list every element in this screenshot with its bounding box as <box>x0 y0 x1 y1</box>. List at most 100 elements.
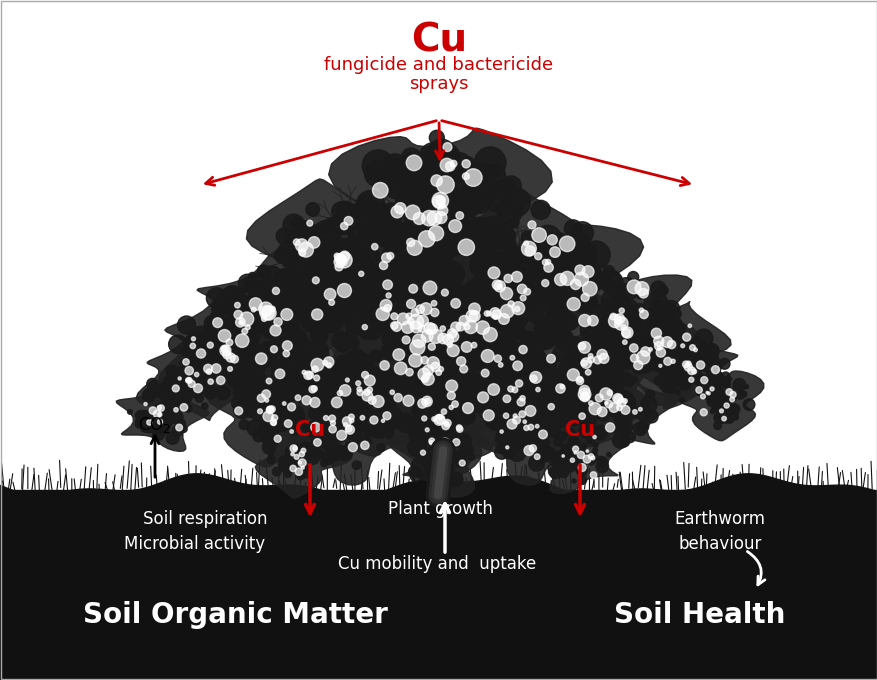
Circle shape <box>499 430 503 433</box>
Circle shape <box>386 166 401 181</box>
Circle shape <box>681 364 695 379</box>
Circle shape <box>326 409 341 424</box>
Circle shape <box>403 373 417 388</box>
Circle shape <box>607 398 622 413</box>
Circle shape <box>492 222 513 243</box>
Circle shape <box>579 389 593 403</box>
Circle shape <box>714 390 725 401</box>
Circle shape <box>262 309 278 324</box>
Circle shape <box>634 405 650 420</box>
Circle shape <box>529 420 534 426</box>
Circle shape <box>716 398 724 406</box>
Circle shape <box>278 460 290 472</box>
Circle shape <box>448 190 462 205</box>
Circle shape <box>543 262 553 272</box>
Circle shape <box>445 473 451 480</box>
Circle shape <box>326 270 349 292</box>
Circle shape <box>441 289 448 296</box>
Circle shape <box>575 367 582 374</box>
Circle shape <box>144 388 154 398</box>
Circle shape <box>297 379 319 401</box>
Circle shape <box>347 338 359 349</box>
Circle shape <box>439 312 459 333</box>
Circle shape <box>432 237 444 248</box>
Circle shape <box>721 416 725 421</box>
Circle shape <box>463 233 489 258</box>
Circle shape <box>631 348 650 367</box>
Circle shape <box>443 420 451 427</box>
Circle shape <box>187 356 198 367</box>
Polygon shape <box>416 256 589 395</box>
Circle shape <box>203 364 212 373</box>
Circle shape <box>406 239 414 246</box>
Circle shape <box>692 357 707 372</box>
Circle shape <box>584 296 597 310</box>
Circle shape <box>430 326 440 337</box>
Circle shape <box>331 402 349 421</box>
Circle shape <box>310 327 327 344</box>
Circle shape <box>588 392 595 398</box>
Circle shape <box>411 459 423 470</box>
Circle shape <box>334 253 339 259</box>
Circle shape <box>581 294 588 301</box>
Circle shape <box>632 422 646 435</box>
Circle shape <box>376 385 388 396</box>
Circle shape <box>375 291 390 305</box>
Circle shape <box>268 453 274 458</box>
Circle shape <box>575 380 590 395</box>
Circle shape <box>377 421 393 437</box>
Circle shape <box>663 358 671 365</box>
Circle shape <box>510 421 524 436</box>
Circle shape <box>324 360 338 374</box>
Circle shape <box>445 360 455 371</box>
Circle shape <box>521 241 536 256</box>
Circle shape <box>238 373 245 380</box>
Circle shape <box>288 230 303 246</box>
Circle shape <box>275 339 284 347</box>
Circle shape <box>532 415 540 423</box>
Circle shape <box>283 332 303 352</box>
Circle shape <box>442 335 453 345</box>
Circle shape <box>612 388 624 399</box>
Circle shape <box>390 309 399 317</box>
Circle shape <box>693 348 696 352</box>
Circle shape <box>212 304 226 318</box>
Circle shape <box>383 428 393 438</box>
Circle shape <box>624 318 647 340</box>
Circle shape <box>530 380 544 394</box>
Circle shape <box>536 249 549 262</box>
Circle shape <box>241 328 247 334</box>
Circle shape <box>436 415 442 421</box>
Circle shape <box>238 274 256 292</box>
Circle shape <box>453 420 463 430</box>
Circle shape <box>418 208 446 235</box>
Circle shape <box>636 342 645 352</box>
Circle shape <box>524 426 537 439</box>
Circle shape <box>264 403 277 417</box>
Circle shape <box>486 311 490 316</box>
Text: Microbial activity: Microbial activity <box>125 535 265 553</box>
Circle shape <box>441 399 456 414</box>
Circle shape <box>629 344 638 352</box>
Circle shape <box>590 456 594 460</box>
Circle shape <box>333 416 349 431</box>
Circle shape <box>651 328 660 339</box>
Circle shape <box>320 371 337 388</box>
Circle shape <box>323 218 340 235</box>
Circle shape <box>410 321 422 333</box>
Circle shape <box>678 378 690 390</box>
Circle shape <box>481 302 510 330</box>
Circle shape <box>274 288 285 299</box>
Circle shape <box>573 374 586 387</box>
Circle shape <box>430 447 436 454</box>
Circle shape <box>622 404 637 418</box>
Circle shape <box>473 322 497 346</box>
Circle shape <box>555 384 565 393</box>
Circle shape <box>304 373 318 387</box>
Circle shape <box>332 213 353 233</box>
Circle shape <box>517 393 534 410</box>
Circle shape <box>694 329 712 347</box>
Circle shape <box>462 173 469 180</box>
Circle shape <box>520 421 527 428</box>
Circle shape <box>360 297 370 306</box>
